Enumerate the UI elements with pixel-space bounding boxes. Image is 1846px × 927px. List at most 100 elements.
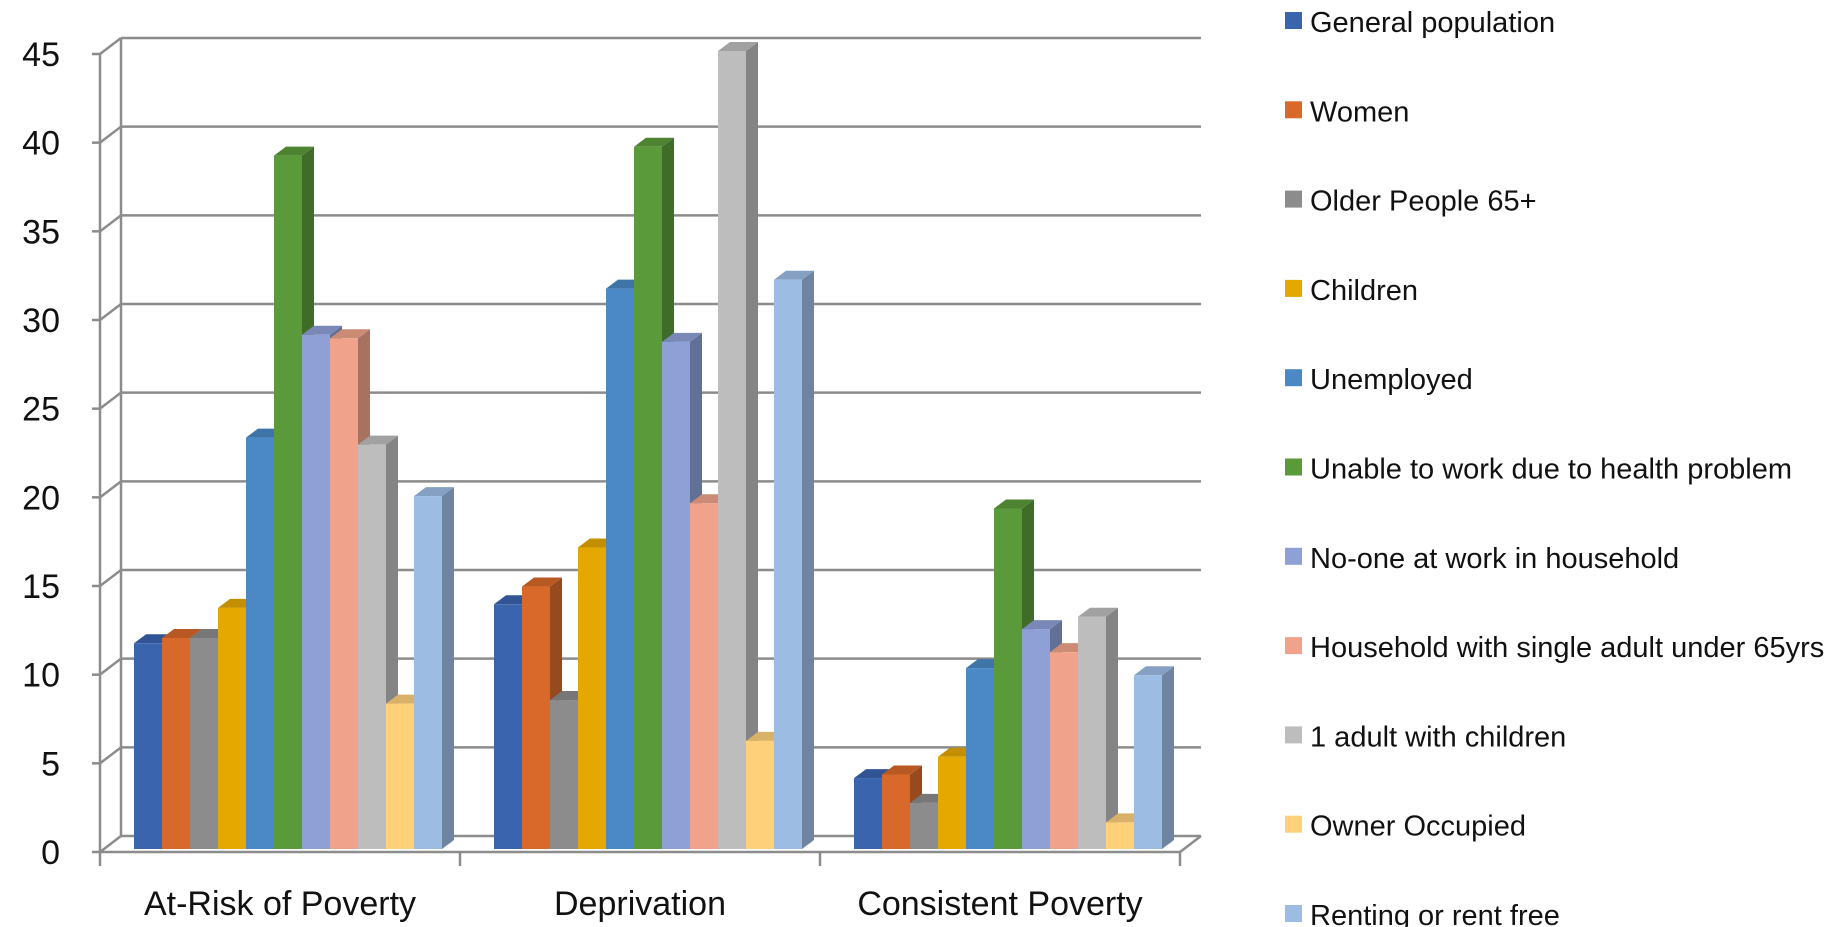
gridline-connector	[99, 37, 122, 55]
bar-front	[854, 778, 882, 849]
bar-side	[1162, 666, 1174, 849]
bar-front	[606, 288, 634, 849]
legend-label: 1 adult with children	[1310, 721, 1566, 753]
y-tick-label: 15	[22, 568, 60, 606]
legend-label: Children	[1310, 275, 1418, 307]
gridline-connector	[99, 303, 122, 321]
y-tick-label: 0	[41, 834, 60, 872]
legend-swatch	[1285, 547, 1302, 565]
bar-top	[274, 146, 314, 156]
legend-label: Renting or rent free	[1310, 900, 1560, 927]
legend-swatch	[1285, 369, 1302, 387]
legend-swatch	[1285, 12, 1302, 29]
bar-side	[746, 42, 758, 849]
bar-front	[718, 51, 746, 849]
legend-label: Unable to work due to health problem	[1310, 454, 1792, 486]
bar-front	[386, 703, 414, 849]
bar-top	[162, 628, 202, 638]
category-label: Consistent Poverty	[857, 885, 1142, 923]
legend: General population Women Older People 65+ C…	[1285, 7, 1824, 927]
gridline-connector	[99, 480, 122, 499]
bar-front	[746, 740, 774, 849]
legend-swatch	[1285, 815, 1302, 833]
bar-top	[994, 499, 1034, 509]
legend-label: Women	[1310, 96, 1409, 128]
axes: 0 5 10 15 20 25 30 35 40 45 At-Risk of Poverty Depr…	[22, 36, 1202, 923]
bar-front	[1106, 822, 1134, 849]
legend-swatch	[1285, 458, 1302, 476]
bar-front	[662, 341, 690, 849]
y-tick-label: 40	[22, 125, 60, 163]
bar-top	[330, 329, 370, 339]
bar-front	[414, 496, 442, 849]
bar	[774, 270, 814, 849]
bar-top	[634, 137, 674, 147]
bar-side	[1106, 607, 1118, 849]
bar-front	[578, 547, 606, 849]
y-tick-label: 20	[22, 479, 60, 517]
legend-swatch	[1285, 637, 1302, 655]
bar-front	[882, 774, 910, 849]
bar-top	[882, 765, 922, 775]
gridline-connector	[99, 657, 122, 676]
bar-front	[302, 334, 330, 849]
bar-top	[662, 332, 702, 342]
bar	[1078, 607, 1118, 849]
bar-top	[358, 435, 398, 445]
bar-front	[190, 637, 218, 849]
gridline-connector	[99, 214, 122, 233]
bar-front	[358, 444, 386, 849]
bar-side	[802, 270, 814, 849]
category-label: Deprivation	[554, 885, 726, 923]
bar-top	[302, 325, 342, 335]
bar-top	[522, 577, 562, 587]
bar-front	[134, 643, 162, 849]
y-tick-label: 10	[22, 657, 60, 695]
bar-side	[442, 487, 454, 849]
legend-swatch	[1285, 726, 1302, 744]
y-tick-label: 30	[22, 302, 60, 340]
legend-label: No-one at work in household	[1310, 543, 1679, 575]
category-label: At-Risk of Poverty	[144, 885, 416, 923]
bar-front	[522, 586, 550, 849]
bar-front	[1022, 629, 1050, 849]
legend-swatch	[1285, 905, 1302, 922]
gridline-connector	[99, 569, 122, 587]
bar-front	[1134, 675, 1162, 849]
legend-label: Older People 65+	[1310, 186, 1537, 218]
bar-top	[414, 487, 454, 497]
y-tick-label: 25	[22, 391, 60, 429]
legend-label: Owner Occupied	[1310, 811, 1526, 843]
legend-swatch	[1285, 279, 1302, 297]
bar-front	[218, 607, 246, 849]
bar-front	[330, 338, 358, 849]
legend-label: General population	[1310, 7, 1555, 39]
bar-top	[1134, 666, 1174, 676]
bar	[1134, 666, 1174, 849]
bar	[414, 487, 454, 849]
gridline-connector	[99, 746, 122, 765]
floor-edge	[1179, 835, 1202, 853]
bar-front	[938, 756, 966, 849]
bar-front	[910, 802, 938, 849]
bar-top	[1078, 607, 1118, 617]
bar-front	[494, 604, 522, 849]
y-tick-label: 5	[41, 745, 60, 783]
bar-top	[774, 270, 814, 280]
bar-top	[1022, 620, 1062, 630]
bar-front	[634, 146, 662, 849]
gridline-connector	[99, 125, 122, 144]
gridline-connector	[99, 391, 122, 410]
bar-front	[1078, 616, 1106, 849]
gridline-connector	[99, 835, 122, 853]
bar-front	[274, 155, 302, 850]
legend-swatch	[1285, 190, 1302, 208]
y-tick-label: 35	[22, 213, 60, 251]
bar-front	[162, 637, 190, 849]
bar	[854, 769, 894, 849]
bar	[718, 42, 758, 849]
bar-front	[774, 279, 802, 849]
legend-label: Household with single adult under 65yrs	[1310, 632, 1824, 664]
y-tick-label: 45	[22, 36, 60, 74]
